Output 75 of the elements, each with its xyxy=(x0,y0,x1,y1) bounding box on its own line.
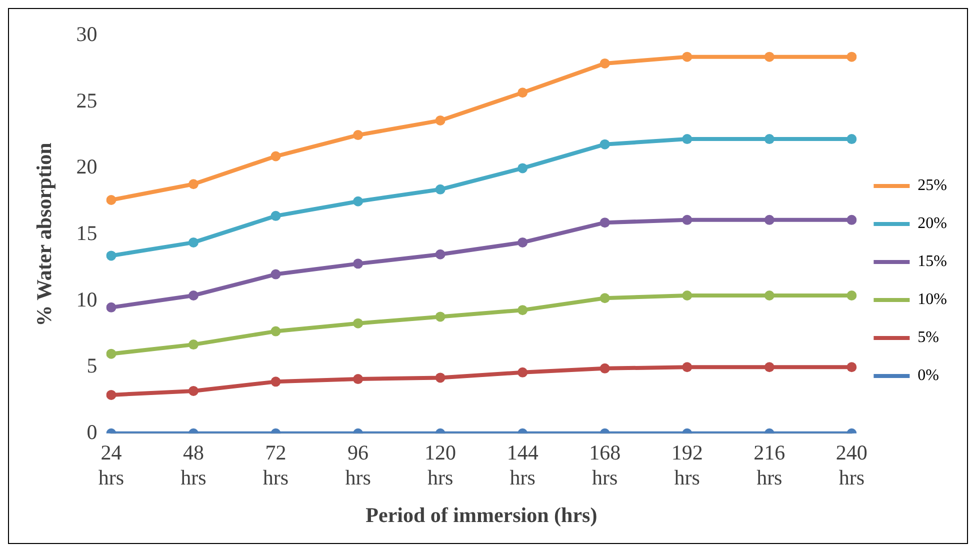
point xyxy=(106,195,116,206)
x-tick-label: 72 hrs xyxy=(262,440,289,490)
y-axis-title: % Water absorption xyxy=(32,142,56,326)
point xyxy=(764,52,774,62)
point xyxy=(518,367,528,378)
x-tick-label: 96 hrs xyxy=(345,440,371,490)
point xyxy=(518,163,528,174)
point xyxy=(106,348,116,359)
point xyxy=(600,293,610,304)
point xyxy=(106,390,116,400)
x-tick-label: 144 hrs xyxy=(506,440,539,490)
point xyxy=(518,237,528,248)
legend-label: 15% xyxy=(918,253,947,270)
point xyxy=(353,258,364,269)
point xyxy=(188,386,198,396)
point xyxy=(600,218,610,228)
legend-label: 5% xyxy=(918,329,939,346)
x-tick-label: 24 hrs xyxy=(98,440,124,490)
point xyxy=(764,290,774,300)
point xyxy=(353,130,364,140)
point xyxy=(682,52,692,62)
legend-label: 0% xyxy=(918,367,939,384)
point xyxy=(682,290,692,300)
point xyxy=(270,151,281,162)
legend-label: 20% xyxy=(918,215,947,232)
point xyxy=(518,88,528,98)
point xyxy=(188,237,198,248)
point xyxy=(435,372,446,383)
point xyxy=(682,362,692,372)
legend-label: 10% xyxy=(918,291,947,308)
x-tick-label: 168 hrs xyxy=(589,440,621,490)
point xyxy=(188,179,198,190)
point xyxy=(435,249,446,260)
point xyxy=(600,139,610,150)
point xyxy=(435,115,446,126)
y-tick-label: 15 xyxy=(76,221,98,246)
point xyxy=(270,269,281,280)
x-tick-label: 48 hrs xyxy=(180,440,206,490)
x-axis-title: Period of immersion (hrs) xyxy=(366,502,598,527)
point xyxy=(106,250,116,261)
point xyxy=(600,58,610,68)
point xyxy=(764,134,774,144)
point xyxy=(846,52,857,62)
point xyxy=(764,362,774,372)
point xyxy=(435,184,446,194)
x-tick-label: 216 hrs xyxy=(754,440,786,490)
point xyxy=(270,210,281,221)
x-tick-label: 240 hrs xyxy=(836,440,868,490)
point xyxy=(682,214,692,225)
point xyxy=(846,214,857,225)
point xyxy=(518,305,528,316)
point xyxy=(270,376,281,387)
point xyxy=(353,318,364,328)
point xyxy=(600,363,610,374)
y-tick-label: 20 xyxy=(76,154,98,179)
y-tick-label: 10 xyxy=(76,287,98,312)
y-tick-label: 25 xyxy=(76,88,98,112)
point xyxy=(188,290,198,300)
point xyxy=(270,326,281,336)
x-tick-label: 192 hrs xyxy=(671,440,703,490)
y-tick-label: 5 xyxy=(86,354,98,378)
point xyxy=(353,196,364,206)
point xyxy=(764,214,774,225)
point xyxy=(846,362,857,372)
point xyxy=(188,340,198,350)
legend-label: 25% xyxy=(918,177,947,194)
point xyxy=(435,312,446,322)
y-tick-label: 0 xyxy=(86,420,98,444)
point xyxy=(682,134,692,144)
y-tick-label: 30 xyxy=(76,22,98,46)
x-tick-label: 120 hrs xyxy=(424,440,456,490)
point xyxy=(353,374,364,384)
point xyxy=(106,302,116,312)
point xyxy=(846,134,857,144)
point xyxy=(846,290,857,300)
